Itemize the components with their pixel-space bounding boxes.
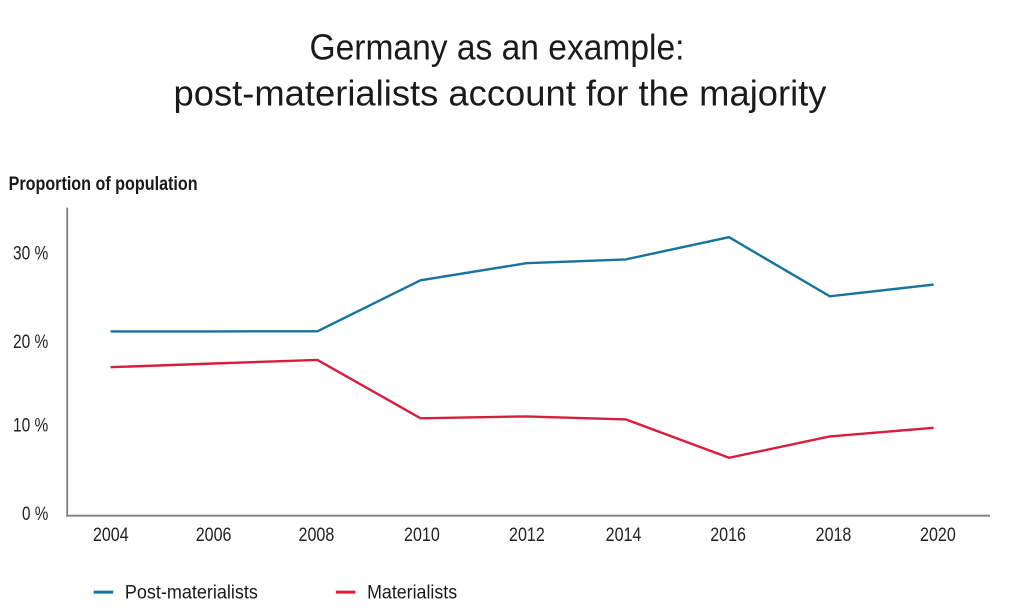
svg-text:2006: 2006 — [196, 525, 232, 546]
svg-text:2008: 2008 — [299, 525, 335, 546]
svg-text:Proportion of population: Proportion of population — [9, 174, 198, 195]
svg-text:Post-materialists: Post-materialists — [125, 582, 258, 603]
svg-text:0 %: 0 % — [22, 504, 48, 525]
svg-text:Germany as an example:: Germany as an example: — [310, 27, 685, 68]
svg-text:2020: 2020 — [920, 525, 956, 546]
svg-text:20 %: 20 % — [13, 332, 48, 353]
svg-text:Materialists: Materialists — [367, 582, 457, 603]
svg-text:2004: 2004 — [93, 525, 129, 546]
svg-text:30 %: 30 % — [13, 243, 48, 264]
svg-text:2014: 2014 — [606, 525, 642, 546]
svg-text:2010: 2010 — [404, 525, 440, 546]
svg-text:2016: 2016 — [710, 525, 746, 546]
svg-text:2018: 2018 — [816, 525, 852, 546]
svg-text:2012: 2012 — [509, 525, 545, 546]
svg-text:10 %: 10 % — [13, 416, 48, 437]
svg-text:post-materialists account for: post-materialists account for the majori… — [174, 73, 827, 114]
